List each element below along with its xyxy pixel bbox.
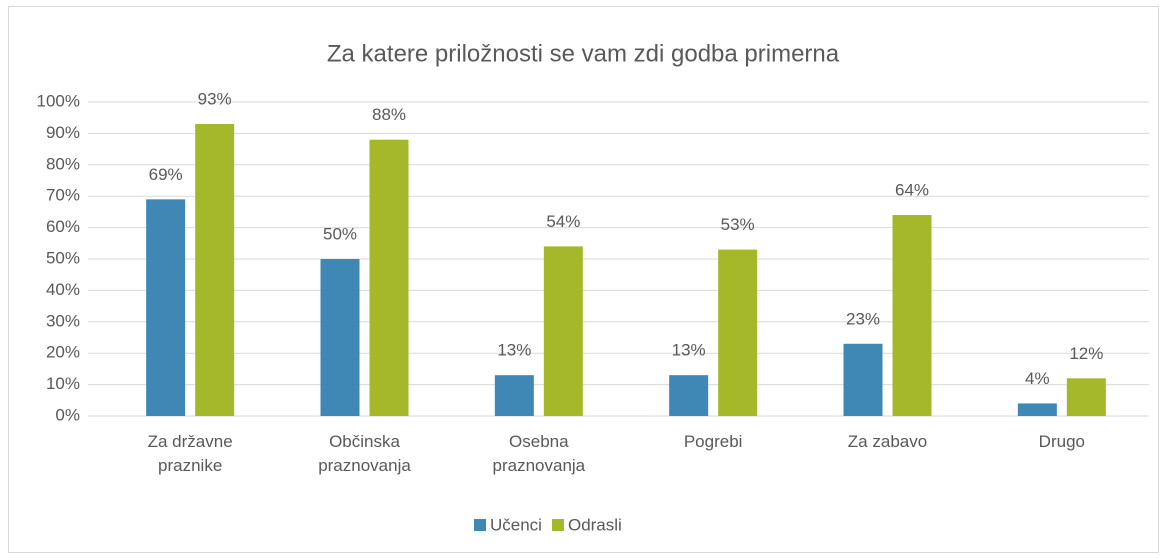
- bar: [1017, 403, 1057, 416]
- bar: [1066, 378, 1106, 416]
- x-tick-label: Za zabavo: [847, 432, 928, 451]
- y-tick-label: 0%: [55, 405, 80, 424]
- data-label: 13%: [497, 341, 531, 360]
- legend-swatch: [474, 519, 486, 531]
- y-tick-label: 80%: [46, 154, 80, 173]
- y-tick-label: 50%: [46, 248, 80, 267]
- y-tick-label: 70%: [46, 186, 80, 205]
- bar: [494, 375, 534, 416]
- data-label: 93%: [198, 89, 232, 108]
- x-tick-label: Osebna praznovanja: [492, 432, 586, 475]
- legend-swatch: [551, 519, 564, 531]
- data-label: 4%: [1025, 369, 1050, 388]
- bar: [543, 246, 583, 416]
- data-label: 53%: [721, 215, 755, 234]
- bar: [892, 215, 932, 416]
- legend-label: Učenci: [490, 515, 542, 534]
- y-tick-label: 20%: [46, 343, 80, 362]
- bar: [843, 343, 883, 416]
- bar: [146, 199, 186, 416]
- chart-title: Za katere priložnosti se vam zdi godba p…: [327, 40, 840, 67]
- y-tick-label: 90%: [46, 123, 80, 142]
- data-label: 23%: [846, 309, 880, 328]
- x-tick-label: Občinska praznovanja: [318, 432, 411, 475]
- data-label: 54%: [546, 212, 580, 231]
- data-label: 50%: [323, 224, 357, 243]
- data-label: 13%: [672, 341, 706, 360]
- x-tick-label: Pogrebi: [683, 432, 743, 451]
- x-tick-label: Za državne praznike: [147, 432, 233, 475]
- data-label: 12%: [1069, 344, 1103, 363]
- bar: [718, 249, 758, 416]
- bar: [195, 123, 235, 416]
- data-label: 64%: [895, 181, 929, 200]
- y-tick-label: 60%: [46, 217, 80, 236]
- legend-label: Odrasli: [568, 515, 622, 534]
- data-label: 88%: [372, 105, 406, 124]
- y-tick-label: 10%: [46, 374, 80, 393]
- bar: [320, 259, 360, 416]
- y-tick-label: 40%: [46, 280, 80, 299]
- y-tick-label: 30%: [46, 311, 80, 330]
- bar: [669, 375, 709, 416]
- data-label: 69%: [149, 165, 183, 184]
- bar: [369, 139, 409, 416]
- y-tick-label: 100%: [37, 91, 80, 110]
- x-tick-label: Drugo: [1038, 432, 1085, 451]
